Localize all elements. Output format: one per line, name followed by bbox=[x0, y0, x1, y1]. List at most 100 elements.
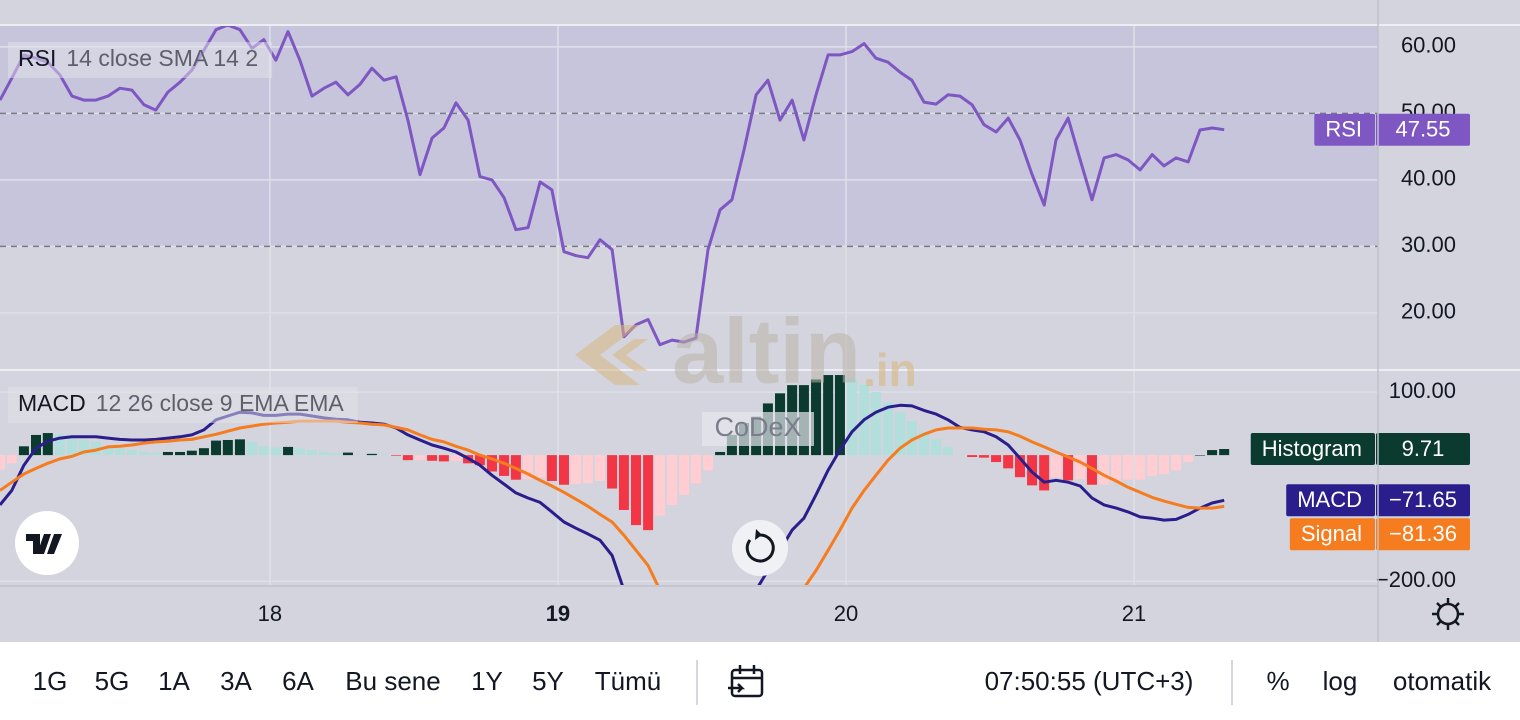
range-button[interactable]: Bu sene bbox=[345, 666, 440, 696]
histogram-bar bbox=[319, 451, 330, 456]
toolbar-background bbox=[0, 642, 1520, 720]
histogram-bar bbox=[690, 455, 701, 484]
histogram-bar bbox=[355, 454, 366, 456]
histogram-bar bbox=[703, 455, 714, 471]
histogram-bar bbox=[955, 454, 966, 456]
histogram-bar bbox=[1158, 455, 1169, 475]
series-label-bg bbox=[1250, 432, 1375, 465]
range-button[interactable]: 1G bbox=[33, 666, 68, 696]
histogram-bar bbox=[342, 452, 353, 456]
histogram-bar bbox=[186, 450, 197, 456]
calendar-lines[interactable] bbox=[728, 665, 762, 693]
y-tick-label: 100.00 bbox=[1389, 378, 1456, 403]
histogram-bar bbox=[499, 455, 510, 476]
reset-circle[interactable] bbox=[732, 520, 788, 576]
series-label: Signal bbox=[1301, 521, 1362, 546]
legend-bg bbox=[8, 387, 358, 423]
histogram-bar bbox=[486, 455, 497, 472]
x-tick-label: 18 bbox=[258, 601, 282, 626]
watermark-brand: altin bbox=[672, 300, 861, 402]
histogram-bar bbox=[895, 412, 906, 456]
gear-teeth[interactable] bbox=[1432, 598, 1464, 630]
scale-option[interactable]: log bbox=[1323, 666, 1358, 696]
reset-arrow[interactable] bbox=[755, 529, 762, 540]
legend-title: MACD bbox=[18, 390, 86, 416]
histogram-bar bbox=[402, 455, 413, 461]
histogram-bar bbox=[283, 446, 294, 456]
histogram-bar bbox=[967, 455, 978, 458]
clock[interactable]: 07:50:55 (UTC+3) bbox=[985, 666, 1194, 696]
y-tick-label: 30.00 bbox=[1401, 232, 1456, 257]
series-label-bg bbox=[1286, 484, 1375, 517]
histogram-bar bbox=[1219, 448, 1230, 456]
range-button[interactable]: 5Y bbox=[532, 666, 564, 696]
x-tick-label: 20 bbox=[834, 601, 858, 626]
scale-option[interactable]: otomatik bbox=[1393, 666, 1492, 696]
histogram-bar bbox=[294, 448, 305, 456]
histogram-bar bbox=[378, 454, 389, 456]
series-label: MACD bbox=[1297, 487, 1362, 512]
histogram-bar bbox=[270, 447, 281, 456]
reset-button[interactable] bbox=[732, 520, 788, 576]
series-line bbox=[0, 403, 1225, 585]
histogram-bar bbox=[1039, 455, 1050, 491]
settings-gear[interactable] bbox=[1432, 598, 1464, 630]
value-label-bg bbox=[1376, 113, 1470, 146]
series-label-bg bbox=[1314, 113, 1375, 146]
histogram-bar bbox=[1003, 455, 1014, 469]
histogram-bar bbox=[1194, 455, 1205, 456]
calendar-icon[interactable] bbox=[730, 668, 764, 698]
histogram-bar bbox=[919, 431, 930, 456]
histogram-bar bbox=[1147, 455, 1158, 476]
series-label-bg bbox=[1289, 518, 1375, 551]
range-button[interactable]: 1Y bbox=[471, 666, 503, 696]
tv-logo[interactable] bbox=[15, 511, 79, 575]
range-button[interactable]: 6A bbox=[282, 666, 314, 696]
histogram-bar bbox=[847, 378, 858, 456]
histogram-bar bbox=[978, 455, 989, 458]
histogram-bar bbox=[618, 455, 629, 510]
histogram-bar bbox=[631, 455, 641, 526]
range-button[interactable]: 1A bbox=[158, 666, 190, 696]
histogram-bar bbox=[103, 446, 114, 456]
y-tick-label: −200.00 bbox=[1376, 567, 1456, 592]
histogram-bar bbox=[1099, 455, 1110, 485]
histogram-bar bbox=[1171, 455, 1182, 471]
histogram-bar bbox=[1111, 455, 1122, 483]
histogram-bar bbox=[546, 455, 557, 481]
histogram-bar bbox=[582, 455, 593, 483]
histogram-bar bbox=[427, 455, 438, 461]
histogram-bar bbox=[834, 375, 845, 456]
histogram-bar bbox=[198, 448, 209, 456]
histogram-bar bbox=[1135, 455, 1146, 480]
reset-icon[interactable] bbox=[745, 533, 775, 563]
histogram-bar bbox=[931, 439, 942, 456]
range-button[interactable]: 5G bbox=[95, 666, 130, 696]
histogram-bar bbox=[67, 435, 78, 456]
scale-option[interactable]: % bbox=[1266, 666, 1289, 696]
histogram-bar bbox=[175, 451, 186, 456]
logo-mark[interactable] bbox=[26, 534, 62, 554]
histogram-bar bbox=[391, 455, 402, 456]
calendar-button[interactable] bbox=[728, 665, 764, 698]
histogram-bar bbox=[234, 439, 245, 456]
legend-bg bbox=[8, 42, 273, 78]
range-button[interactable]: 3A bbox=[220, 666, 252, 696]
range-button[interactable]: Tümü bbox=[595, 666, 661, 696]
watermark-caption: CoDeX bbox=[714, 412, 801, 442]
histogram-bar bbox=[870, 392, 881, 456]
histogram-bar bbox=[150, 452, 161, 456]
histogram-bar bbox=[6, 455, 17, 464]
series-line bbox=[0, 419, 1225, 585]
watermark-caption-bg bbox=[702, 412, 814, 446]
histogram-bar bbox=[535, 455, 546, 478]
histogram-bar bbox=[330, 453, 341, 456]
histogram-bar bbox=[1050, 455, 1061, 478]
histogram-bar bbox=[522, 455, 533, 480]
value-label: −71.65 bbox=[1389, 487, 1457, 512]
watermark-suffix: .in bbox=[863, 344, 917, 396]
histogram-bar bbox=[247, 441, 258, 456]
histogram-bar bbox=[306, 450, 317, 456]
